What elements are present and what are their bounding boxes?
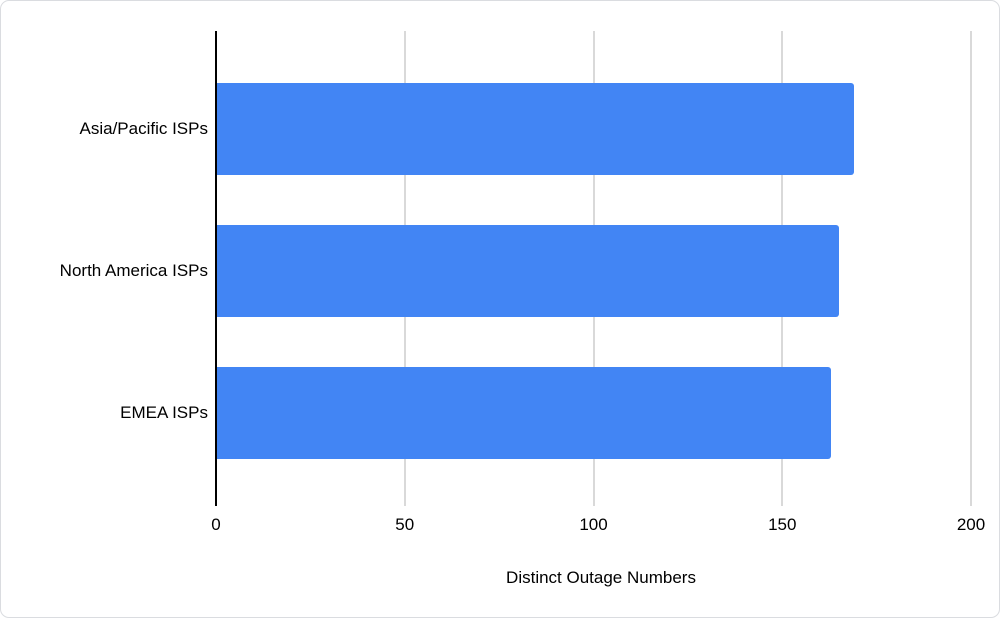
category-label: Asia/Pacific ISPs: [79, 119, 209, 138]
x-tick-label: 50: [395, 515, 415, 534]
x-tick-label: 150: [768, 515, 797, 534]
category-label: EMEA ISPs: [120, 403, 208, 422]
bar: [217, 225, 839, 317]
bar: [217, 367, 832, 459]
x-tick-label: 200: [956, 515, 986, 534]
gridline: [970, 31, 972, 506]
bar: [217, 83, 854, 175]
x-tick-label: 100: [579, 515, 608, 534]
category-label: North America ISPs: [59, 261, 208, 280]
x-tick-label: 0: [211, 515, 221, 534]
x-axis-title: Distinct Outage Numbers: [506, 568, 696, 587]
axis-baseline: [215, 31, 217, 506]
